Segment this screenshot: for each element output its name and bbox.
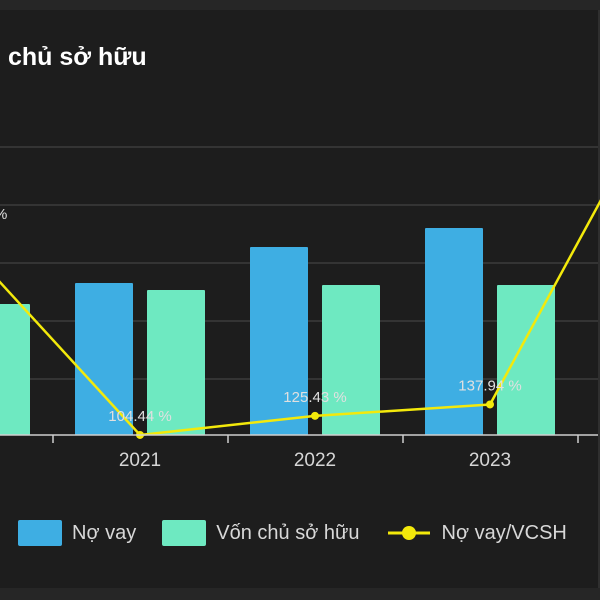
legend-item-ratio[interactable]: Nợ vay/VCSH — [386, 520, 567, 546]
legend-label-debt: Nợ vay — [72, 521, 137, 544]
legend-swatch-ratio — [387, 526, 430, 540]
chart-legend: Nợ vay Vốn chủ sở hữu Nợ vay/VCSH — [18, 520, 567, 546]
legend-label-equity: Vốn chủ sở hữu — [216, 521, 360, 544]
ratio-data-label-clipped: % — [0, 206, 7, 223]
chart-title: chủ sở hữu — [8, 43, 147, 71]
bar-equity-2023[interactable] — [497, 285, 555, 435]
bar-debt-2022[interactable] — [250, 247, 308, 435]
legend-item-debt[interactable]: Nợ vay — [18, 520, 136, 546]
ratio-point-3[interactable] — [486, 400, 494, 409]
legend-swatch-equity — [162, 520, 207, 546]
bar-equity-2021[interactable] — [147, 290, 205, 435]
x-tick-label-2022: 2022 — [294, 450, 336, 471]
legend-swatch-debt — [18, 520, 62, 546]
legend-item-equity[interactable]: Vốn chủ sở hữu — [162, 520, 360, 546]
bar-debt-2023[interactable] — [425, 228, 483, 435]
bar-equity-2020[interactable] — [0, 304, 30, 435]
ratio-point-2[interactable] — [311, 411, 319, 420]
ratio-data-label-2: 125.43 % — [283, 389, 346, 406]
legend-label-ratio: Nợ vay/VCSH — [441, 521, 567, 544]
x-tick-label-2023: 2023 — [469, 450, 511, 471]
ratio-data-label-3: 137.94 % — [458, 377, 521, 394]
bar-equity-2022[interactable] — [322, 285, 380, 435]
bar-debt-2021[interactable] — [75, 283, 133, 435]
x-tick-label-2021: 2021 — [119, 450, 161, 471]
ratio-data-label-1: 104.44 % — [108, 408, 171, 425]
